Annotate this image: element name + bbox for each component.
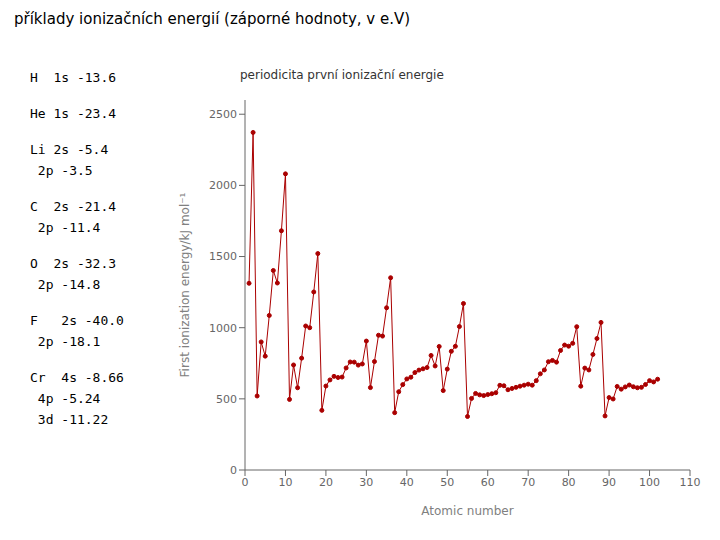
svg-text:500: 500 <box>216 393 237 406</box>
html-text:He 1s -23.4: He 1s -23.4 <box>30 106 117 121</box>
svg-text:40: 40 <box>400 476 414 489</box>
svg-text:50: 50 <box>440 476 454 489</box>
svg-text:100: 100 <box>639 476 660 489</box>
html-text:periodicita první ionizační en: periodicita první ionizační energie <box>240 68 444 82</box>
svg-text:0: 0 <box>230 464 237 477</box>
html-text:příklady ionizačních energií (: příklady ionizačních energií (záporné ho… <box>14 10 411 28</box>
html-text:Cr 4s -8.66: Cr 4s -8.66 <box>30 370 124 385</box>
svg-text:70: 70 <box>521 476 535 489</box>
html-text:C 2s -21.4: C 2s -21.4 <box>30 199 117 214</box>
svg-text:0: 0 <box>242 476 249 489</box>
html-text:F 2s -40.0: F 2s -40.0 <box>30 313 124 328</box>
html-text:H 1s -13.6: H 1s -13.6 <box>30 70 117 85</box>
svg-text:30: 30 <box>359 476 373 489</box>
svg-text:2500: 2500 <box>209 108 237 121</box>
svg-text:1500: 1500 <box>209 250 237 263</box>
html-text:2p -14.8: 2p -14.8 <box>30 277 101 292</box>
html-text:4p -5.24: 4p -5.24 <box>30 391 101 406</box>
svg-text:Atomic number: Atomic number <box>421 504 513 518</box>
svg-text:110: 110 <box>680 476 701 489</box>
svg-text:2000: 2000 <box>209 179 237 192</box>
svg-text:80: 80 <box>562 476 576 489</box>
svg-text:90: 90 <box>602 476 616 489</box>
svg-text:10: 10 <box>278 476 292 489</box>
svg-text:1000: 1000 <box>209 322 237 335</box>
svg-text:First ionization energy/kJ mol: First ionization energy/kJ mol⁻¹ <box>178 192 192 377</box>
html-text:2p -18.1: 2p -18.1 <box>30 334 101 349</box>
svg-text:20: 20 <box>319 476 333 489</box>
html-text:2p -3.5: 2p -3.5 <box>30 163 93 178</box>
html-text:2p -11.4: 2p -11.4 <box>30 220 101 235</box>
html-text:O 2s -32.3: O 2s -32.3 <box>30 256 117 271</box>
html-text:Li 2s -5.4: Li 2s -5.4 <box>30 142 109 157</box>
html-text:3d -11.22: 3d -11.22 <box>30 412 109 427</box>
svg-text:60: 60 <box>481 476 495 489</box>
